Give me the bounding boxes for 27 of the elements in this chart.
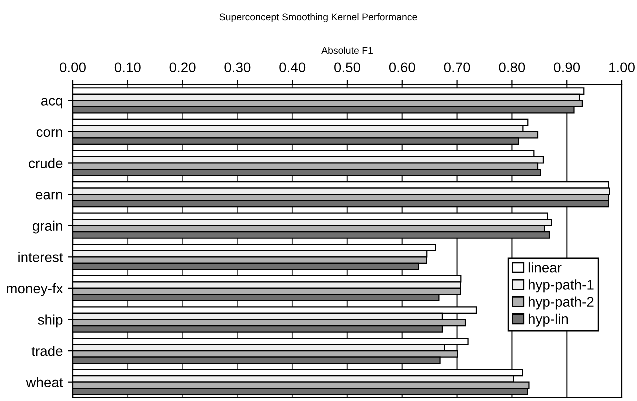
y-tick-label: wheat	[26, 377, 64, 388]
y-tick-label: acq	[41, 98, 62, 109]
y-tick-label: money-fx	[7, 283, 64, 296]
y-tick-label: crude	[29, 158, 63, 168]
y-tick-label: corn	[36, 130, 62, 138]
x-tick-label: 0.50	[334, 62, 360, 73]
legend-label: hyp-path-1	[528, 280, 594, 293]
x-tick-label: 0.30	[224, 62, 251, 73]
legend-label: hyp-lin	[528, 314, 568, 327]
y-tick-label: ship	[38, 314, 63, 328]
legend-label: hyp-path-2	[528, 296, 594, 310]
x-tick-label: 0.90	[554, 62, 580, 73]
legend-label: linear	[528, 262, 562, 273]
x-tick-label: 0.40	[280, 62, 306, 73]
y-tick-label: trade	[32, 346, 63, 356]
x-axis-title: Absolute F1	[322, 46, 373, 54]
x-tick-label: 0.00	[60, 62, 86, 73]
x-tick-label: 0.60	[389, 62, 416, 73]
x-tick-label: 0.20	[170, 62, 196, 73]
y-tick-label: grain	[32, 220, 62, 234]
chart-title: Superconcept Smoothing Kernel Performance	[220, 13, 418, 23]
x-tick-label: 1.00	[610, 62, 635, 73]
y-tick-label: interest	[18, 252, 64, 262]
x-tick-label: 0.70	[444, 62, 470, 73]
x-tick-label: 0.80	[499, 62, 526, 73]
y-tick-label: earn	[36, 192, 62, 200]
x-tick-label: 0.10	[114, 62, 141, 73]
